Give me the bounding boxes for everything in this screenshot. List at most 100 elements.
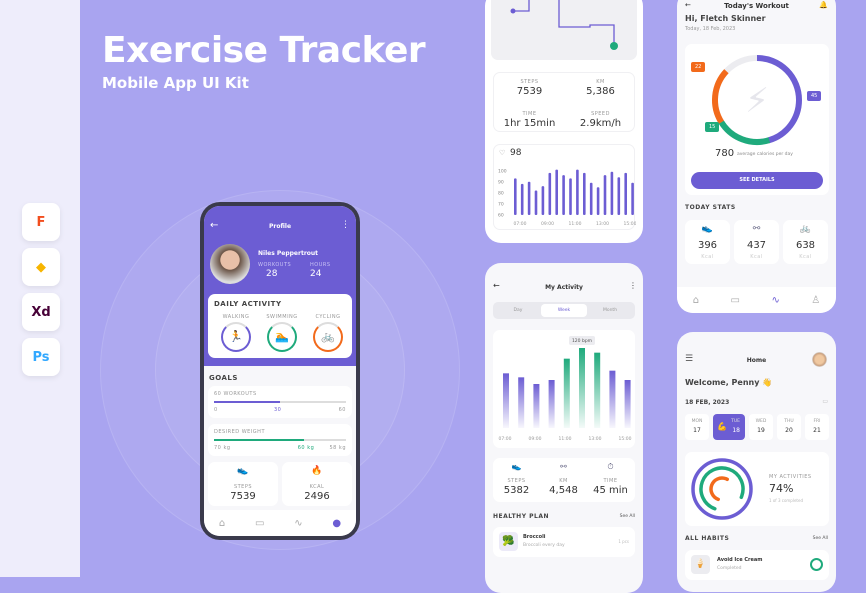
stat-value: 437: [746, 240, 767, 251]
xd-icon: Xd: [22, 293, 60, 331]
day-name: MON: [691, 419, 703, 424]
stat-unit: Kcal: [799, 254, 812, 260]
daily-activity-card: DAILY ACTIVITY WALKING 🏃 SWIMMING 🏊 CYCLING 🚲: [208, 294, 352, 358]
time-label: TIME: [603, 478, 618, 484]
tab-month[interactable]: Month: [602, 308, 618, 313]
habit-sub: Completed: [717, 566, 742, 571]
steps-label: STEPS: [507, 478, 526, 484]
activity-label: SWIMMING: [266, 314, 298, 320]
plan-item[interactable]: 🥦 Broccoli Broccoli every day 1 pcs: [493, 527, 635, 557]
day-fri[interactable]: FRI 21: [805, 414, 829, 440]
more-icon[interactable]: ⋮: [341, 220, 350, 230]
activity-chart: 120 bpm 07:00 09:00 11:00 13:00 15:00: [499, 336, 632, 442]
avatar[interactable]: [812, 352, 827, 367]
profile-icon[interactable]: ♙: [811, 294, 821, 306]
habit-check[interactable]: [810, 558, 823, 571]
day-mon[interactable]: MON 17: [685, 414, 709, 440]
stat-icon: 🚲: [799, 224, 812, 234]
back-icon[interactable]: ←: [493, 281, 500, 290]
activity-ring[interactable]: 🏊: [267, 322, 297, 352]
see-all-link[interactable]: See All: [619, 514, 635, 519]
bar: [518, 377, 525, 428]
habit-item[interactable]: 🍦 Avoid Ice Cream Completed: [685, 550, 829, 580]
day-name: THU: [784, 419, 794, 424]
greeting: Hi, Fletch Skinner: [685, 14, 766, 23]
tab-week[interactable]: Week: [541, 304, 587, 317]
goals-title: GOALS: [209, 374, 238, 382]
home-icon[interactable]: ⌂: [692, 294, 700, 306]
x-tick-label: 07:00: [514, 221, 527, 227]
tab-day[interactable]: Day: [513, 308, 523, 313]
goal-mid: 60 kg: [297, 445, 315, 451]
activity-chart-card: 120 bpm 07:00 09:00 11:00 13:00 15:00: [493, 330, 635, 448]
kcal-value: 2496: [304, 491, 330, 502]
walking-icon: 🏃: [229, 330, 243, 343]
see-all-link[interactable]: See All: [812, 536, 828, 541]
day-thu[interactable]: THU 20: [777, 414, 801, 440]
profile-icon[interactable]: ●: [332, 517, 342, 529]
calendar-icon[interactable]: ▭: [822, 398, 828, 405]
orange-label: 22: [691, 62, 706, 72]
back-icon[interactable]: ←: [210, 220, 219, 231]
activity-ring[interactable]: 🏃: [221, 322, 251, 352]
cycling-icon: 🚲: [321, 330, 335, 343]
steps-value: 7539: [230, 491, 256, 502]
screen-title: Today's Workout: [724, 2, 789, 10]
bar: [631, 182, 634, 215]
bar: [624, 172, 627, 215]
calendar-icon[interactable]: ▭: [730, 294, 740, 306]
stopwatch-icon: ⏱: [607, 462, 614, 471]
bar: [609, 370, 616, 428]
km-value: 4,548: [549, 485, 578, 496]
bar: [503, 373, 509, 428]
activity-ring[interactable]: 🚲: [313, 322, 343, 352]
route-map[interactable]: [491, 0, 637, 60]
hero-title: Exercise Tracker: [102, 30, 426, 71]
back-icon[interactable]: ←: [685, 1, 691, 9]
calendar-icon[interactable]: ▭: [255, 517, 265, 529]
goal-fill: [214, 439, 304, 441]
figma-icon: F: [22, 203, 60, 241]
activity-label: CYCLING: [315, 314, 341, 320]
activity-label: WALKING: [222, 314, 250, 320]
stat-icon: 👟: [701, 224, 714, 234]
goal1-card: 60 WORKOUTS 0 30 60: [208, 386, 352, 418]
screen-title: Home: [746, 357, 767, 364]
speed-label: SPEED: [591, 111, 610, 117]
activity-icon[interactable]: ∿: [771, 294, 780, 306]
calories-value: 780: [715, 148, 735, 159]
home-icon[interactable]: ⌂: [218, 517, 226, 529]
tooltip: [569, 336, 595, 345]
more-icon[interactable]: ⋮: [629, 281, 637, 290]
day-wed[interactable]: WED 19: [749, 414, 773, 440]
x-tick-label: 13:00: [589, 436, 602, 442]
see-details-button[interactable]: SEE DETAILS: [691, 172, 823, 189]
heart-icon: ♡: [499, 149, 506, 157]
bar: [541, 186, 545, 215]
stat-unit: Kcal: [701, 254, 714, 260]
bar: [603, 175, 607, 215]
bell-icon[interactable]: 🔔: [819, 1, 828, 9]
calories-label: average calories per day: [737, 152, 793, 157]
stat-card: ⚯ 437 Kcal: [734, 220, 779, 264]
activity-icon[interactable]: ∿: [294, 517, 303, 529]
bottom-nav: ⌂ ▭ ∿ ♙: [677, 287, 836, 313]
phone-profile: ← Profile ⋮ Niles Peppertrout WORKOUTS 2…: [200, 202, 360, 540]
goal2-card: DESIRED WEIGHT 70 kg 60 kg 58 kg: [208, 424, 352, 456]
stat-icon: ⚯: [752, 224, 761, 234]
goal-progress: [214, 439, 346, 441]
stat-card: 🚲 638 Kcal: [783, 220, 828, 264]
bar: [617, 177, 621, 215]
today-stats-title: TODAY STATS: [685, 204, 736, 211]
phone-home: ☰ Home Welcome, Penny 👋 18 FEB, 2023 ▭ M…: [677, 332, 836, 592]
route-stats: STEPS 7539 KM 5,386 TIME 1hr 15min SPEED…: [493, 72, 635, 132]
hours-value: 24: [310, 269, 322, 279]
bar: [527, 181, 531, 215]
activities-rings: [691, 458, 753, 520]
day-tue[interactable]: TUE 18 💪: [713, 414, 745, 440]
x-tick-label: 09:00: [541, 221, 554, 227]
tooltip-text: 120 bpm: [572, 338, 592, 344]
menu-icon[interactable]: ☰: [685, 354, 694, 364]
segment-orange: [712, 55, 802, 145]
habits-title: ALL HABITS: [685, 535, 730, 542]
